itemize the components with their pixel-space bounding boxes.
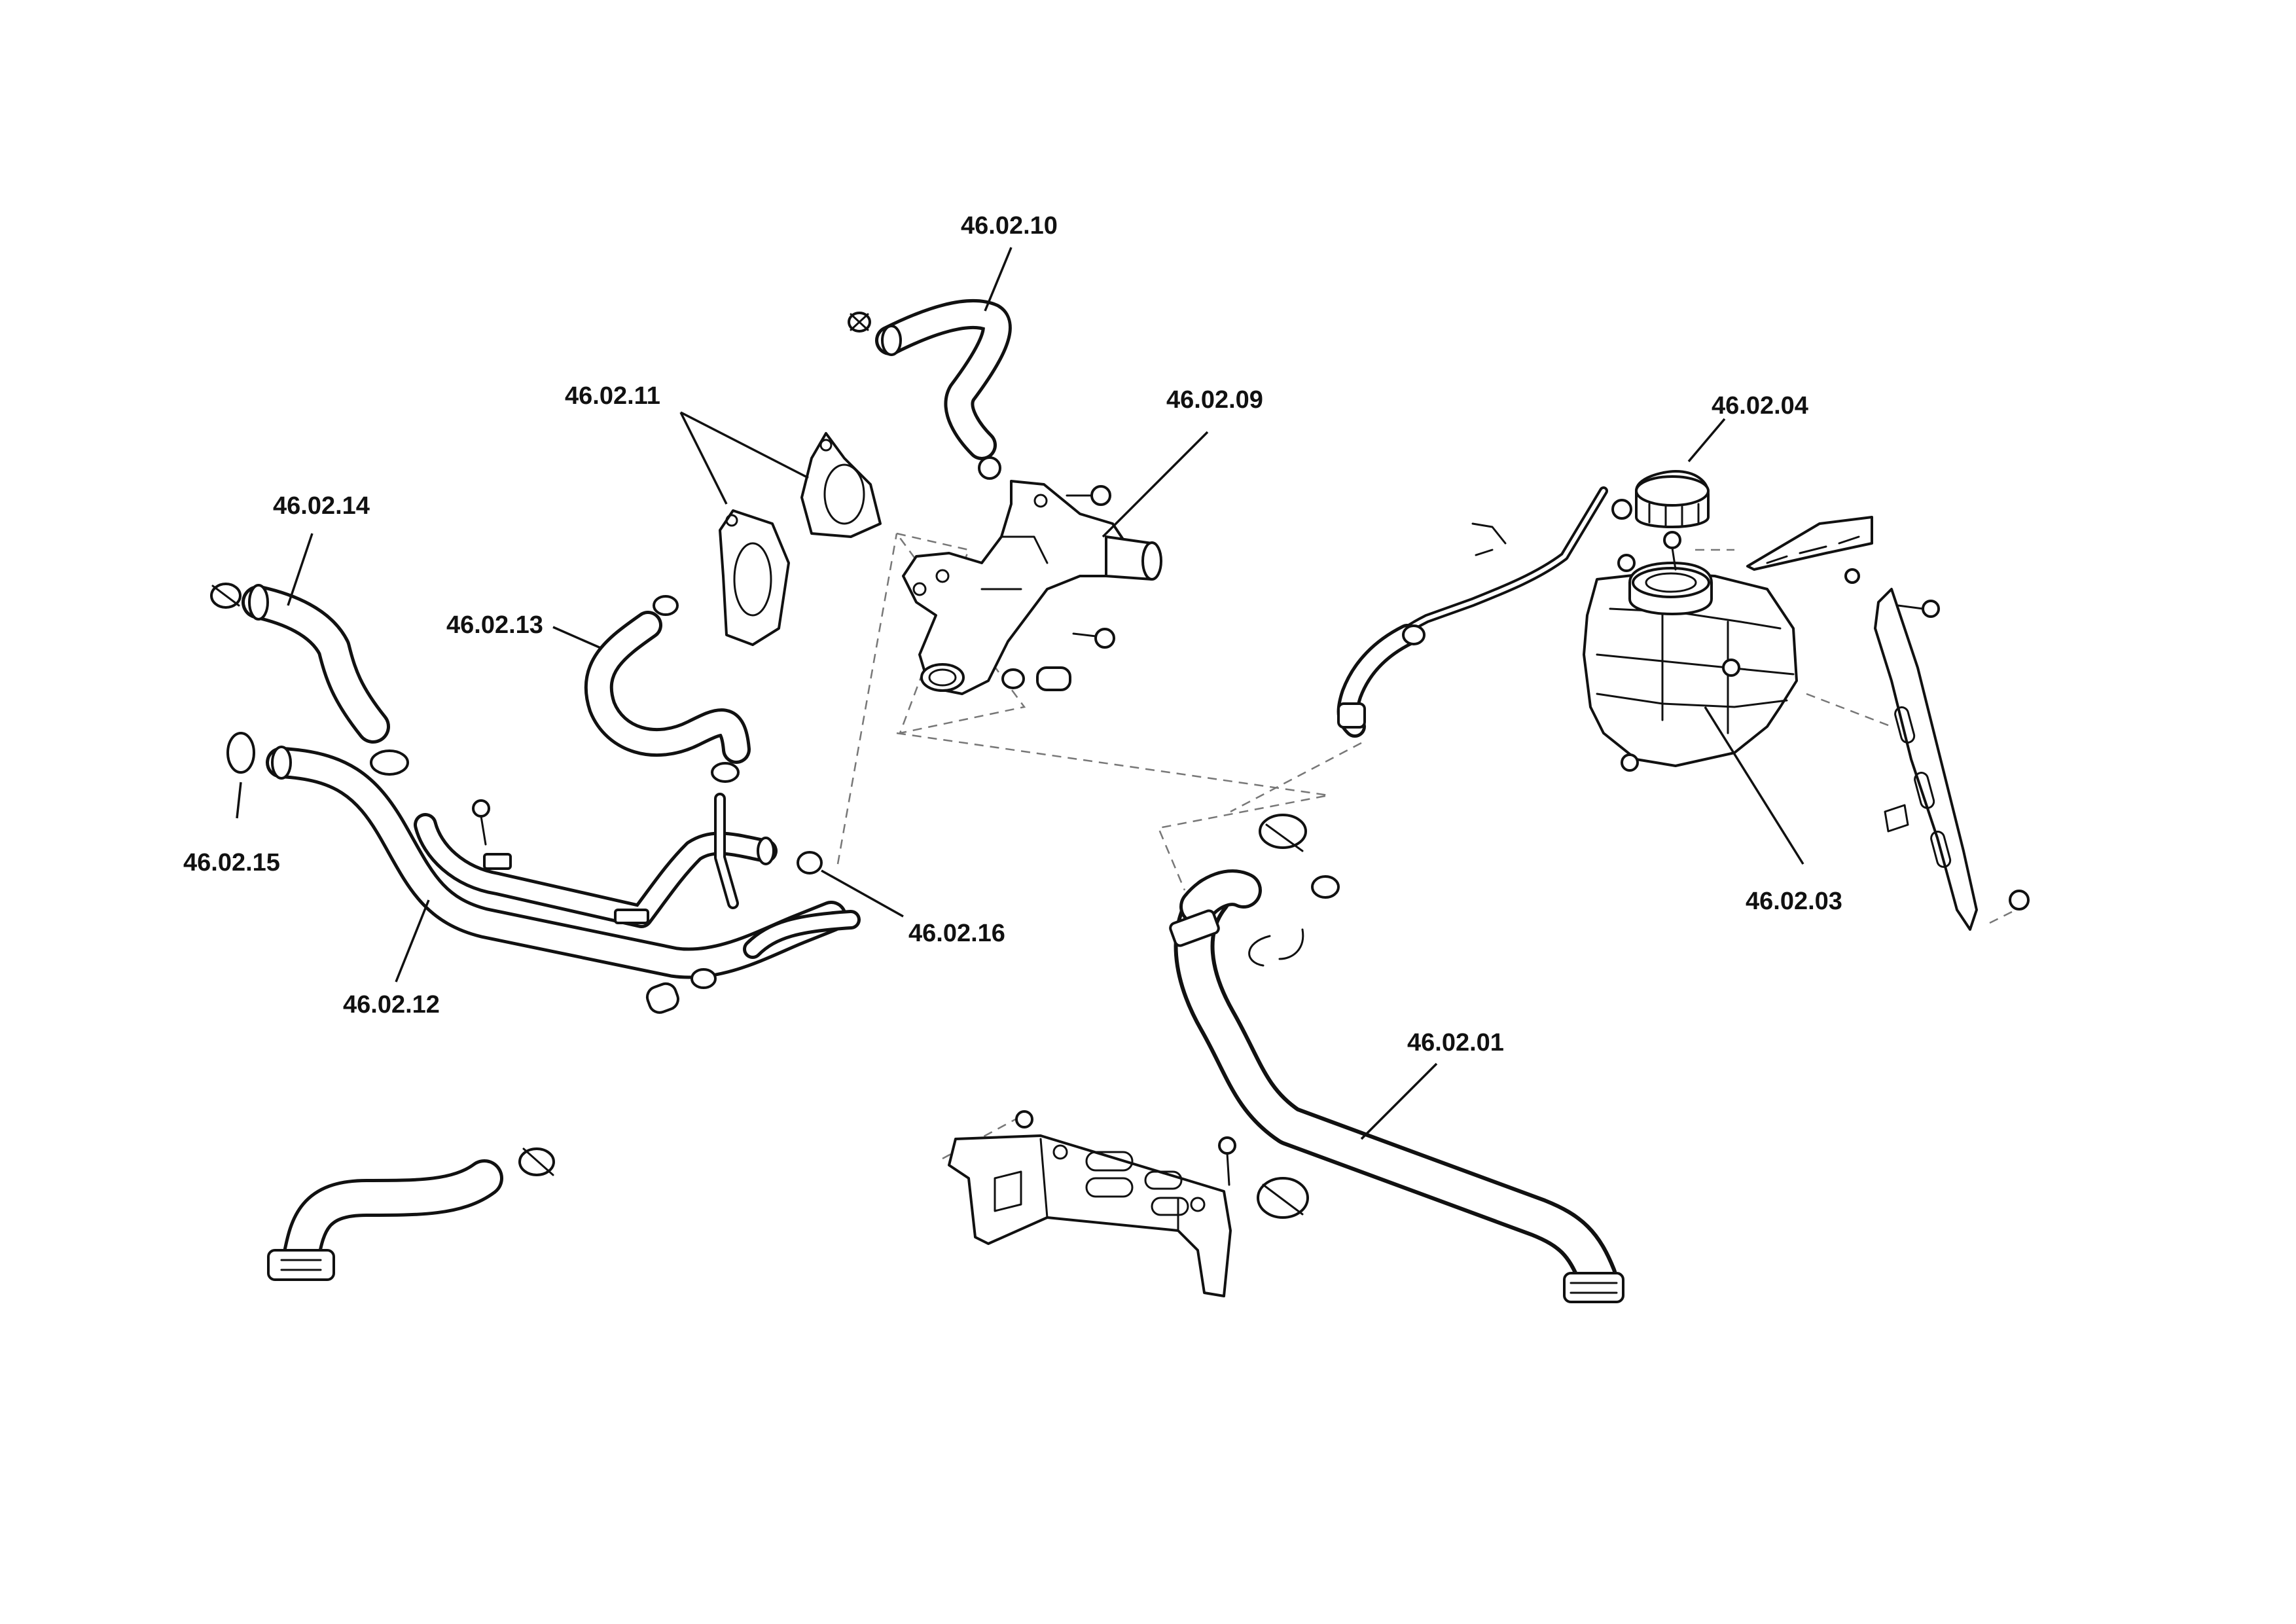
lower-mounting-bracket bbox=[948, 1110, 1236, 1297]
tank-outlet bbox=[1722, 659, 1740, 677]
part-46-02-16-o-ring bbox=[797, 851, 823, 875]
side-bracket-bolt bbox=[1922, 600, 1940, 618]
pipe-clip bbox=[691, 968, 717, 989]
bleed-fitting bbox=[1611, 499, 1632, 520]
part-46-02-09-thermostat-housing bbox=[902, 456, 1162, 695]
callout-46-02-13: 46.02.13 bbox=[446, 611, 543, 639]
hose-clip-large bbox=[1259, 814, 1307, 849]
callout-46-02-14: 46.02.14 bbox=[273, 492, 370, 520]
callout-46-02-16: 46.02.16 bbox=[908, 920, 1005, 947]
bleed-hose-clip bbox=[1402, 624, 1426, 645]
pipe-bolt bbox=[472, 799, 490, 818]
leader-46-02-11 bbox=[679, 411, 809, 505]
callout-46-02-04: 46.02.04 bbox=[1712, 392, 1808, 420]
housing-inlet bbox=[920, 663, 965, 692]
leader-46-02-16 bbox=[821, 869, 904, 918]
part-46-02-10-bypass-hose bbox=[848, 298, 1012, 460]
guide-line-pipe-to-housing bbox=[836, 533, 898, 865]
pipe-cap bbox=[645, 982, 679, 1014]
leader-lines bbox=[236, 247, 1804, 1140]
guide-line-bleed-hose bbox=[1230, 742, 1362, 813]
callout-46-02-10: 46.02.10 bbox=[961, 212, 1058, 240]
side-bracket-nut bbox=[2009, 890, 2030, 911]
gasket-upper bbox=[800, 432, 882, 538]
part-46-02-12-coolant-pipe bbox=[266, 746, 861, 1014]
hose-quick-connector-upper bbox=[1169, 909, 1220, 947]
callout-46-02-03: 46.02.03 bbox=[1746, 888, 1842, 915]
callout-46-02-09: 46.02.09 bbox=[1166, 386, 1263, 414]
leader-46-02-12 bbox=[395, 899, 430, 983]
upper-bracket-bolt bbox=[1844, 568, 1860, 584]
hose-quick-connector-lower bbox=[1563, 1272, 1624, 1303]
tank-side-bracket bbox=[1874, 588, 1978, 931]
leader-46-02-01 bbox=[1360, 1062, 1438, 1140]
pipe-bracket bbox=[614, 909, 649, 924]
tank-upper-bracket bbox=[1746, 516, 1873, 571]
bleed-hose-connector bbox=[1337, 702, 1366, 729]
part-46-02-11-gaskets bbox=[719, 432, 882, 646]
guide-line-housing-to-hose bbox=[896, 732, 1329, 891]
tank-support-brackets bbox=[1746, 516, 2030, 931]
leader-46-02-15 bbox=[236, 782, 242, 819]
housing-cap bbox=[1036, 666, 1071, 691]
leader-46-02-04 bbox=[1687, 418, 1726, 463]
housing-bolt-lower bbox=[1094, 628, 1115, 649]
hose-clip-small bbox=[1311, 875, 1340, 899]
tank-vent-spigot bbox=[1617, 554, 1636, 572]
part-46-02-03-expansion-tank bbox=[1583, 531, 1798, 772]
bleed-clip-loose bbox=[1471, 522, 1507, 556]
callout-46-02-15: 46.02.15 bbox=[183, 849, 280, 876]
lower-left-hose bbox=[267, 1147, 555, 1281]
hose-clip-bottom bbox=[711, 762, 740, 783]
callout-46-02-12: 46.02.12 bbox=[343, 991, 440, 1019]
part-46-02-13-hose bbox=[584, 595, 751, 783]
housing-clip bbox=[1001, 668, 1025, 689]
hose-connector bbox=[267, 1249, 335, 1281]
hose-clip-top bbox=[653, 595, 679, 616]
pipe-bracket-left bbox=[483, 853, 512, 870]
leader-46-02-09 bbox=[1102, 431, 1209, 538]
part-46-02-04-cap-and-bleed-hose bbox=[1336, 470, 1710, 738]
hose-end bbox=[881, 325, 902, 356]
guide-line-tank-bracket bbox=[1806, 693, 1892, 728]
gasket-lower bbox=[719, 509, 790, 646]
callout-46-02-01: 46.02.01 bbox=[1407, 1029, 1504, 1056]
hose-spring-clip bbox=[1248, 928, 1304, 967]
callout-labels: 46.02.10 46.02.11 46.02.09 46.02.04 46.0… bbox=[183, 212, 1842, 1056]
tank-lower-spigot bbox=[1621, 753, 1639, 772]
bracket-nut bbox=[1015, 1110, 1033, 1128]
part-46-02-01-radiator-hose bbox=[1169, 814, 1624, 1303]
hose-clip-lower bbox=[370, 749, 409, 776]
leader-46-02-14 bbox=[287, 533, 314, 606]
leader-46-02-10 bbox=[984, 247, 1013, 312]
housing-bolt-head bbox=[1090, 485, 1111, 506]
part-46-02-14-hose bbox=[210, 583, 409, 776]
part-46-02-15-o-ring bbox=[226, 732, 255, 774]
leader-46-02-03 bbox=[1704, 706, 1804, 865]
bracket-bolt bbox=[1218, 1136, 1236, 1155]
housing-clip-top bbox=[978, 456, 1001, 480]
leader-46-02-13 bbox=[552, 626, 601, 649]
callout-46-02-11: 46.02.11 bbox=[565, 382, 660, 410]
tank-bolt bbox=[1663, 531, 1681, 549]
